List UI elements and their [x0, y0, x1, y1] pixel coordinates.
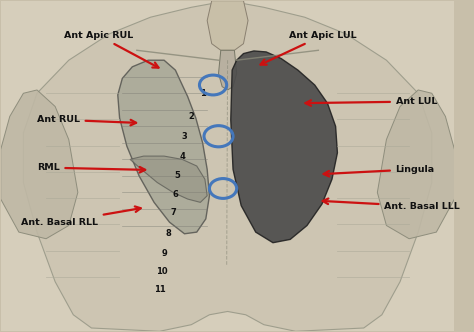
Text: 4: 4 — [179, 152, 185, 161]
Text: Ant Apic RUL: Ant Apic RUL — [64, 31, 158, 68]
Polygon shape — [207, 1, 248, 50]
Text: 3: 3 — [182, 132, 187, 141]
Text: RML: RML — [37, 163, 145, 173]
Text: 8: 8 — [166, 229, 172, 238]
Text: Ant LUL: Ant LUL — [305, 97, 437, 106]
Polygon shape — [23, 1, 432, 331]
Polygon shape — [219, 50, 237, 90]
Text: Ant RUL: Ant RUL — [37, 115, 136, 125]
FancyBboxPatch shape — [0, 1, 455, 331]
Polygon shape — [118, 60, 210, 234]
Polygon shape — [130, 156, 207, 203]
Text: 1: 1 — [200, 89, 206, 98]
Text: 9: 9 — [161, 249, 167, 258]
Text: 7: 7 — [170, 208, 176, 217]
Polygon shape — [0, 90, 78, 239]
Polygon shape — [377, 90, 455, 239]
Text: 11: 11 — [154, 286, 165, 294]
Text: 10: 10 — [156, 267, 168, 276]
Text: 5: 5 — [175, 171, 181, 180]
Text: 2: 2 — [188, 112, 194, 121]
Text: 6: 6 — [173, 190, 178, 199]
Text: Lingula: Lingula — [324, 165, 435, 177]
Text: Ant Apic LUL: Ant Apic LUL — [261, 31, 357, 65]
Text: Ant. Basal LLL: Ant. Basal LLL — [323, 199, 460, 211]
Text: Ant. Basal RLL: Ant. Basal RLL — [21, 207, 141, 227]
Polygon shape — [231, 51, 337, 243]
